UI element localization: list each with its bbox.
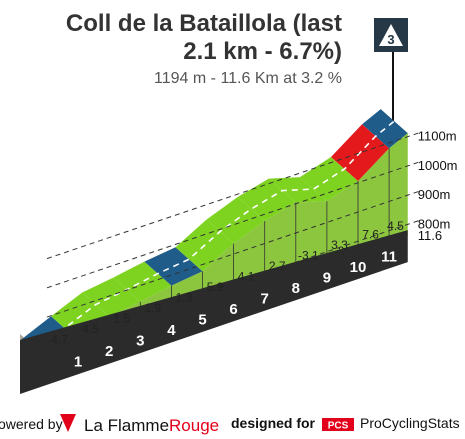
elevation-gridline: [46, 161, 420, 289]
km-label: 4: [167, 322, 176, 339]
total-distance-label: 11.6: [418, 228, 442, 243]
gradient-label: 4.5: [387, 219, 404, 233]
pcs-badge-text: PCS: [328, 421, 349, 432]
profile-front-face: [47, 133, 408, 365]
elevation-gridline: [46, 190, 420, 318]
km-label: 5: [198, 311, 206, 328]
elevation-label: 1000m: [418, 158, 458, 173]
road-centerline: [33, 120, 395, 354]
km-label: 1: [74, 353, 82, 370]
gradient-label: 3.3: [331, 238, 348, 252]
category-triangle-icon: [379, 24, 403, 46]
chart-title-line2: 2.1 km - 6.7%): [183, 38, 342, 65]
flamme-rouge-logo-icon: [60, 414, 76, 432]
elevation-gridline: [46, 132, 420, 260]
gradient-label: 4.5: [82, 322, 99, 336]
km-label: 6: [229, 301, 237, 318]
brand-name: La FlammeRouge: [84, 416, 219, 435]
gradient-label: 1.3: [176, 291, 193, 305]
gradient-label: 4.7: [51, 333, 68, 347]
gradient-label: 2.7: [269, 259, 286, 273]
gradient-label: -3.1: [298, 249, 319, 263]
pcs-logo-icon: [322, 418, 354, 431]
profile-top-segment: [113, 261, 172, 302]
gradient-label: 5.9: [207, 280, 224, 294]
gradient-label: 7.6: [362, 228, 379, 242]
profile-top-segment: [268, 177, 327, 203]
km-label: 3: [136, 332, 144, 349]
category-number: 3: [387, 32, 394, 47]
elevation-label: 1100m: [418, 129, 457, 144]
km-label: 9: [323, 269, 331, 286]
chart-subtitle: 1194 m - 11.6 Km at 3.2 %: [154, 70, 342, 87]
profile-top-segment: [82, 277, 141, 317]
elevation-label: 900m: [418, 187, 451, 202]
gradient-label: 1.9: [145, 301, 162, 315]
km-label: 7: [261, 290, 269, 307]
profile-base-band: [20, 230, 408, 394]
gradient-label: 4.1: [238, 270, 255, 284]
km-label: 10: [350, 259, 367, 276]
km-label: 8: [292, 280, 300, 297]
km-label: 11: [381, 248, 397, 265]
profile-layer: 1100m 1000m 900m 800m 1 2 3 4 5 6 7 8 9 10 11 4.7 4.5 1.5…: [20, 109, 458, 394]
pcs-site-name: ProCyclingStats: [360, 415, 460, 431]
elevation-label: 800m: [418, 216, 451, 231]
km-label: 2: [105, 343, 113, 360]
designed-for-text: designed for: [231, 415, 316, 431]
chart-title-line1: Coll de la Bataillola (last: [66, 10, 342, 37]
gradient-label: 1.5: [113, 312, 130, 326]
powered-by-text: owered by: [0, 416, 63, 432]
